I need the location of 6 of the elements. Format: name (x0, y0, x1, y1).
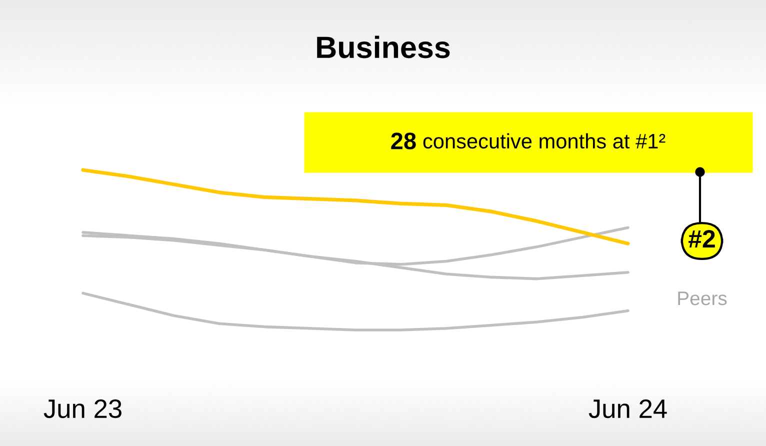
x-tick-label: Jun 23 (44, 399, 122, 418)
text: 28 consecutive months at #1² (391, 132, 666, 150)
x-tick-label: Jun 24 (588, 399, 667, 418)
text: #2 (688, 230, 715, 248)
text: Peers (678, 292, 727, 306)
chart-title: Business (317, 36, 450, 58)
